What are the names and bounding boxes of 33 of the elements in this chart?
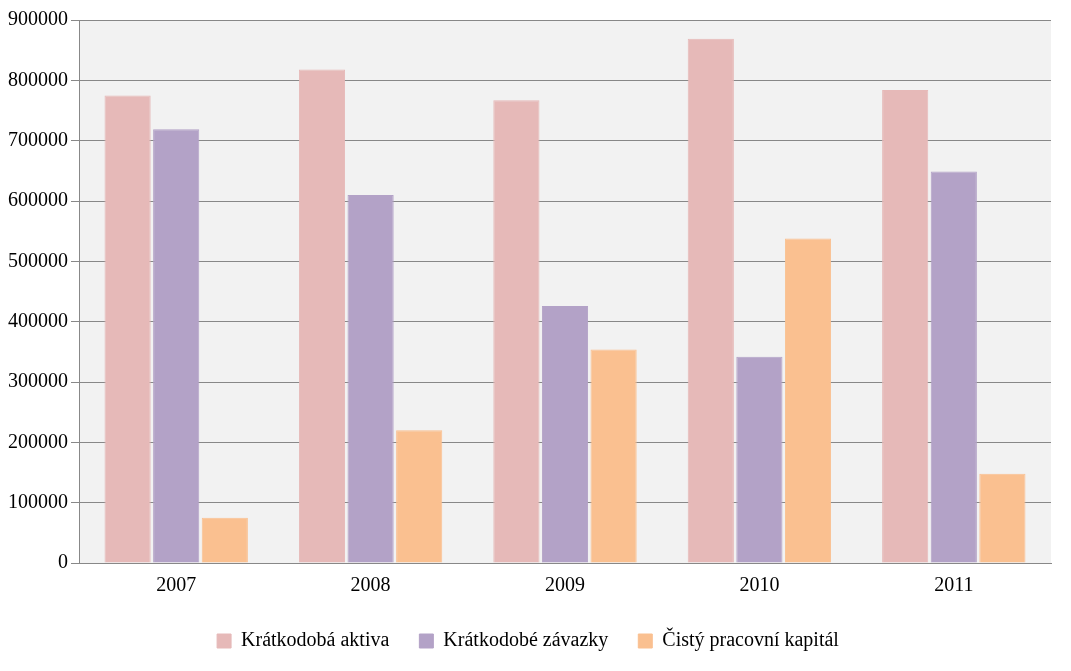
bar	[541, 305, 589, 563]
y-tick-label: 500000	[8, 248, 68, 271]
bar	[882, 89, 929, 563]
y-tick-label: 200000	[8, 429, 68, 452]
bar	[201, 517, 248, 563]
bar	[153, 129, 200, 563]
bar	[736, 356, 783, 563]
bar	[493, 100, 540, 563]
x-tick-label: 2007	[156, 573, 197, 596]
bar	[784, 238, 832, 563]
y-tick-label: 900000	[8, 7, 68, 30]
y-tick-label: 700000	[8, 127, 68, 150]
bar	[396, 430, 443, 563]
bar	[590, 349, 637, 563]
y-tick-label: 600000	[8, 188, 68, 211]
x-tick-label: 2010	[739, 573, 780, 596]
x-tick-label: 2008	[350, 573, 391, 596]
y-tick-label: 300000	[8, 369, 68, 392]
x-tick-label: 2009	[545, 573, 585, 596]
legend-label: Krátkodobé závazky	[443, 628, 609, 652]
y-tick-label: 100000	[8, 489, 68, 512]
bar	[104, 95, 151, 563]
bar	[347, 194, 394, 563]
bar	[930, 171, 977, 563]
bar	[687, 38, 734, 563]
y-tick-label: 0	[58, 550, 68, 573]
bar	[979, 473, 1026, 563]
legend-label: Krátkodobá aktiva	[241, 628, 390, 651]
y-tick-label: 400000	[8, 308, 68, 331]
legend-label: Čistý pracovní kapitál	[662, 627, 840, 652]
x-tick-label: 2011	[934, 573, 974, 596]
y-tick-label: 800000	[8, 67, 68, 90]
bar	[298, 69, 346, 563]
